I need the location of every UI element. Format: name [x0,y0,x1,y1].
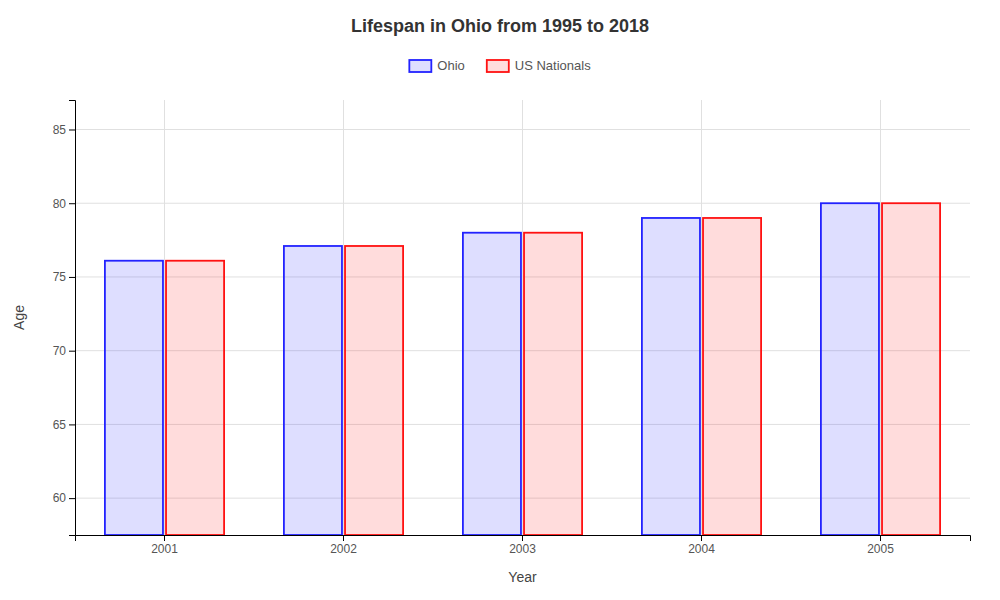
bar [463,233,521,535]
bar-series [166,203,940,535]
grid-line [522,100,523,535]
x-axis: 2001 2002 2003 2004 2005 [76,535,971,556]
tick-mark [164,535,165,541]
tick-label: 80 [53,197,67,211]
tick-label: 2004 [688,542,715,556]
tick-label: 65 [53,418,67,432]
legend-item: Ohio [409,58,464,73]
bar [166,261,224,535]
bar [284,246,342,535]
legend-swatch [409,60,431,72]
tick: 75 [53,270,75,284]
legend-label: US Nationals [515,58,591,73]
tick-label: 60 [53,491,67,505]
tick: 2004 [688,535,715,556]
tick-label: 75 [53,270,67,284]
tick: 85 [53,123,75,137]
legend-label: Ohio [437,58,464,73]
chart: 2001 2002 2003 2004 2005 60 65 70 75 80 85 Year Age L… [0,0,1000,600]
tick-mark [701,535,702,541]
tick: 80 [53,197,75,211]
tick-mark [522,535,523,541]
bar [105,261,163,535]
tick-mark [343,535,344,541]
grid-line [701,100,702,535]
tick-label: 70 [53,344,67,358]
axis-line [69,101,76,536]
legend-item: US Nationals [487,58,591,73]
tick: 2005 [867,535,894,556]
bar [821,203,879,535]
chart-title: Lifespan in Ohio from 1995 to 2018 [351,16,649,36]
tick-mark [69,498,75,499]
tick-mark [69,351,75,352]
tick-mark [880,535,881,541]
tick: 2002 [330,535,357,556]
bar [642,218,700,535]
tick-label: 2003 [509,542,536,556]
bar [345,246,403,535]
tick-mark [69,424,75,425]
bar [882,203,940,535]
tick: 2003 [509,535,536,556]
bar [524,233,582,535]
axis-line [76,536,971,542]
bar [703,218,761,535]
tick-label: 85 [53,123,67,137]
tick-mark [69,277,75,278]
tick-label: 2002 [330,542,357,556]
legend: Ohio US Nationals [409,58,591,73]
tick-label: 2005 [867,542,894,556]
grid-line [343,100,344,535]
bar-series [105,203,879,535]
tick: 60 [53,491,75,505]
tick: 65 [53,418,75,432]
x-axis-title: Year [508,569,537,585]
tick: 70 [53,344,75,358]
y-axis-title: Age [11,305,27,330]
tick-mark [69,129,75,130]
grid-line [164,100,165,535]
tick-label: 2001 [151,542,178,556]
tick-mark [69,203,75,204]
chart-container: 2001 2002 2003 2004 2005 60 65 70 75 80 85 Year Age L… [0,0,1000,600]
plot-area [105,203,940,535]
legend-swatch [487,60,509,72]
y-axis: 60 65 70 75 80 85 [53,101,76,536]
grid [75,100,970,535]
tick: 2001 [151,535,178,556]
grid-line [880,100,881,535]
